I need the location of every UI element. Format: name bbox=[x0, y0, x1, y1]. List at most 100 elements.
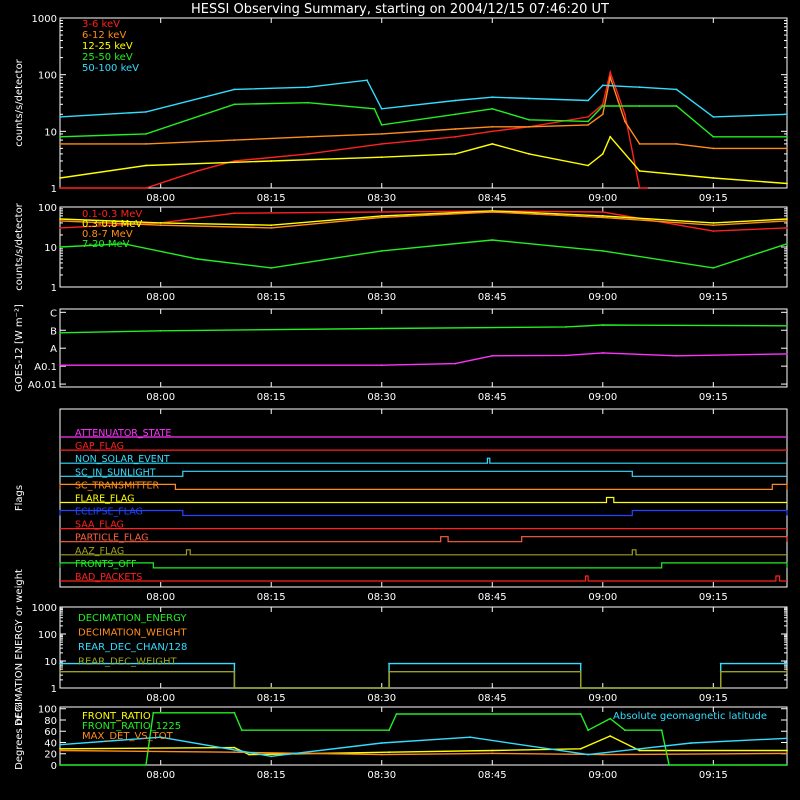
data-point bbox=[579, 662, 582, 665]
data-point bbox=[491, 96, 494, 99]
data-point bbox=[601, 216, 604, 219]
y-tick-label: 20 bbox=[44, 750, 57, 761]
data-point bbox=[307, 135, 309, 138]
data-point bbox=[646, 187, 648, 189]
y-tick-label: 1 bbox=[51, 283, 57, 294]
data-point bbox=[59, 116, 61, 118]
data-point bbox=[601, 352, 604, 354]
x-tick-label: 09:15 bbox=[699, 392, 728, 403]
data-point bbox=[233, 751, 236, 754]
data-point bbox=[388, 729, 390, 732]
x-tick-label: 08:15 bbox=[257, 770, 286, 781]
data-point bbox=[624, 120, 626, 123]
flag-label: BAD_PACKETS bbox=[75, 572, 142, 583]
data-point bbox=[587, 753, 589, 756]
flag-label: GAP_FLAG bbox=[75, 441, 124, 452]
data-point bbox=[59, 747, 61, 750]
data-point bbox=[786, 662, 788, 665]
data-point bbox=[638, 105, 641, 107]
data-point bbox=[719, 670, 722, 673]
legend-entry: REAR_DEC_WEIGHT bbox=[78, 657, 177, 668]
series-line-ratio-2 bbox=[59, 749, 788, 756]
flag-trace bbox=[59, 483, 788, 490]
data-point bbox=[601, 113, 604, 116]
data-point bbox=[601, 215, 604, 217]
data-point bbox=[388, 751, 390, 754]
legend-entry: 25-50 keV bbox=[82, 52, 133, 63]
data-point bbox=[454, 153, 457, 155]
data-point bbox=[712, 224, 715, 227]
data-point bbox=[491, 125, 494, 128]
data-point bbox=[690, 742, 693, 744]
x-tick-label: 08:00 bbox=[146, 592, 175, 603]
series-line-highE-2 bbox=[59, 211, 788, 229]
y-tick-label: 0 bbox=[51, 761, 57, 772]
data-point bbox=[233, 711, 236, 714]
data-point bbox=[712, 116, 715, 118]
data-point bbox=[270, 227, 273, 229]
x-tick-label: 08:45 bbox=[478, 592, 507, 603]
data-point bbox=[786, 242, 788, 245]
panel-frame-lowE bbox=[59, 17, 788, 189]
y-axis-label-ratio: Degrees or % bbox=[14, 702, 25, 770]
data-point bbox=[528, 97, 530, 100]
data-point bbox=[579, 713, 582, 715]
data-point bbox=[491, 107, 494, 110]
data-point bbox=[601, 211, 604, 213]
data-point bbox=[380, 143, 383, 145]
data-point bbox=[491, 211, 494, 213]
y-tick-label: 1 bbox=[51, 684, 57, 695]
data-point bbox=[454, 128, 457, 130]
data-point bbox=[145, 133, 147, 135]
data-point bbox=[601, 103, 604, 106]
data-point bbox=[380, 742, 383, 744]
data-point bbox=[675, 354, 678, 357]
y-tick-label: 10 bbox=[44, 243, 57, 254]
y-tick-label: 100 bbox=[38, 705, 57, 716]
data-point bbox=[565, 326, 567, 328]
data-point bbox=[668, 764, 670, 766]
data-point bbox=[395, 713, 398, 715]
data-point bbox=[380, 107, 383, 110]
data-point bbox=[59, 331, 61, 334]
data-point bbox=[786, 135, 788, 138]
panel-frame-flags bbox=[59, 408, 788, 588]
data-point bbox=[233, 160, 236, 162]
data-point bbox=[712, 222, 715, 224]
data-point bbox=[587, 164, 589, 167]
data-point bbox=[638, 170, 641, 172]
data-point bbox=[675, 143, 678, 145]
data-point bbox=[233, 670, 236, 673]
series-line-highE-3 bbox=[59, 239, 788, 269]
legend-entry: FRONT_RATIO bbox=[82, 711, 151, 722]
legend-entry: 12-25 keV bbox=[82, 41, 133, 52]
x-tick-label: 08:30 bbox=[367, 693, 396, 704]
x-tick-label: 09:00 bbox=[588, 292, 617, 303]
data-point bbox=[196, 170, 199, 172]
x-tick-label: 08:45 bbox=[478, 392, 507, 403]
data-point bbox=[528, 153, 530, 155]
data-point bbox=[307, 153, 309, 155]
data-point bbox=[454, 99, 457, 102]
data-point bbox=[712, 135, 715, 138]
data-point bbox=[59, 135, 61, 138]
x-tick-label: 09:00 bbox=[588, 592, 617, 603]
data-point bbox=[145, 764, 147, 766]
legend-entry: 0.3-0.8 MeV bbox=[82, 219, 142, 230]
data-point bbox=[59, 177, 61, 179]
x-tick-label: 08:45 bbox=[478, 193, 507, 204]
x-tick-label: 08:00 bbox=[146, 693, 175, 704]
x-tick-label: 09:00 bbox=[588, 193, 617, 204]
legend-entry: REAR_DEC_CHAN/128 bbox=[78, 642, 187, 653]
flag-label: SC_TRANSMITTER bbox=[75, 480, 160, 491]
flag-trace bbox=[60, 549, 787, 556]
series-line-ratio-3 bbox=[59, 736, 788, 758]
flag-trace bbox=[60, 470, 787, 477]
data-point bbox=[380, 250, 383, 252]
data-point bbox=[233, 139, 236, 142]
data-point bbox=[59, 246, 61, 248]
legend-entry: 0.8-7 MeV bbox=[82, 229, 133, 240]
data-point bbox=[491, 749, 494, 752]
x-tick-label: 09:15 bbox=[699, 193, 728, 204]
data-point bbox=[587, 116, 589, 118]
